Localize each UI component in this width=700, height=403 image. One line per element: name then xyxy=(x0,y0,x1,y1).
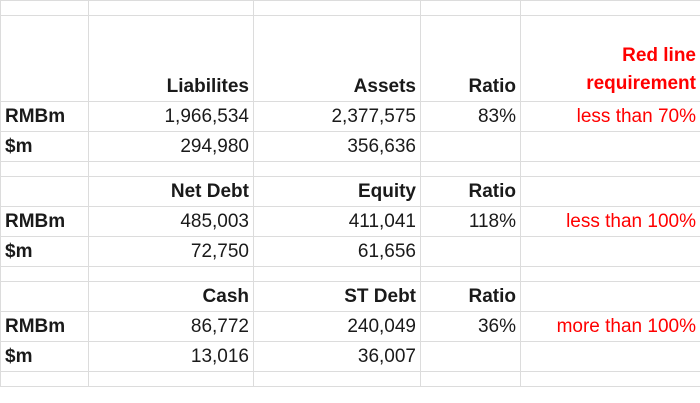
cell-liabilities[interactable]: 294,980 xyxy=(88,131,254,162)
cell-assets[interactable]: 2,377,575 xyxy=(253,101,421,132)
cell-net-debt[interactable]: 485,003 xyxy=(88,206,254,237)
header-ratio[interactable]: Ratio xyxy=(420,176,521,207)
table-row: RMBm 86,772 240,049 36% more than 100% xyxy=(0,311,700,342)
cell[interactable] xyxy=(0,281,89,312)
header-net-debt[interactable]: Net Debt xyxy=(88,176,254,207)
cell-requirement[interactable]: less than 100% xyxy=(520,206,700,237)
cell-ratio[interactable] xyxy=(420,131,521,162)
table-row: $m 13,016 36,007 xyxy=(0,341,700,372)
cell-ratio[interactable] xyxy=(420,236,521,267)
table-row: $m 294,980 356,636 xyxy=(0,131,700,162)
spacer-row xyxy=(0,161,700,177)
cell[interactable] xyxy=(0,176,89,207)
cell-requirement[interactable]: more than 100% xyxy=(520,311,700,342)
table-row: RMBm 485,003 411,041 118% less than 100% xyxy=(0,206,700,237)
cell-requirement[interactable] xyxy=(520,341,700,372)
cell-requirement[interactable]: less than 70% xyxy=(520,101,700,132)
table-row: $m 72,750 61,656 xyxy=(0,236,700,267)
row-label[interactable]: RMBm xyxy=(0,206,89,237)
cell-net-debt[interactable]: 72,750 xyxy=(88,236,254,267)
spacer-row xyxy=(0,266,700,282)
header-requirement[interactable]: Red line requirement xyxy=(520,15,700,102)
cell-equity[interactable]: 61,656 xyxy=(253,236,421,267)
section-header-row: Net Debt Equity Ratio xyxy=(0,176,700,207)
cell-ratio[interactable] xyxy=(420,341,521,372)
header-cash[interactable]: Cash xyxy=(88,281,254,312)
cell[interactable] xyxy=(520,281,700,312)
row-label[interactable]: $m xyxy=(0,131,89,162)
header-assets[interactable]: Assets xyxy=(253,15,421,102)
cell-assets[interactable]: 356,636 xyxy=(253,131,421,162)
cell-cash[interactable]: 86,772 xyxy=(88,311,254,342)
section-header-row: Liabilites Assets Ratio Red line require… xyxy=(0,15,700,102)
requirement-line2: requirement xyxy=(586,73,696,94)
section-header-row: Cash ST Debt Ratio xyxy=(0,281,700,312)
header-equity[interactable]: Equity xyxy=(253,176,421,207)
cell-requirement[interactable] xyxy=(520,131,700,162)
cell[interactable] xyxy=(520,176,700,207)
cell-ratio[interactable]: 36% xyxy=(420,311,521,342)
header-st-debt[interactable]: ST Debt xyxy=(253,281,421,312)
row-label[interactable]: RMBm xyxy=(0,311,89,342)
row-label[interactable]: $m xyxy=(0,236,89,267)
cell-equity[interactable]: 411,041 xyxy=(253,206,421,237)
cell-st-debt[interactable]: 36,007 xyxy=(253,341,421,372)
blank-row xyxy=(0,371,700,387)
cell[interactable] xyxy=(0,15,89,102)
cell-liabilities[interactable]: 1,966,534 xyxy=(88,101,254,132)
header-ratio[interactable]: Ratio xyxy=(420,281,521,312)
cell-ratio[interactable]: 83% xyxy=(420,101,521,132)
header-liabilities[interactable]: Liabilites xyxy=(88,15,254,102)
cell-st-debt[interactable]: 240,049 xyxy=(253,311,421,342)
row-label[interactable]: $m xyxy=(0,341,89,372)
data-grid: Liabilites Assets Ratio Red line require… xyxy=(0,0,700,387)
cell-ratio[interactable]: 118% xyxy=(420,206,521,237)
requirement-line1: Red line xyxy=(622,45,696,66)
header-ratio[interactable]: Ratio xyxy=(420,15,521,102)
blank-row xyxy=(0,0,700,16)
row-label[interactable]: RMBm xyxy=(0,101,89,132)
cell-requirement[interactable] xyxy=(520,236,700,267)
cell-cash[interactable]: 13,016 xyxy=(88,341,254,372)
table-row: RMBm 1,966,534 2,377,575 83% less than 7… xyxy=(0,101,700,132)
